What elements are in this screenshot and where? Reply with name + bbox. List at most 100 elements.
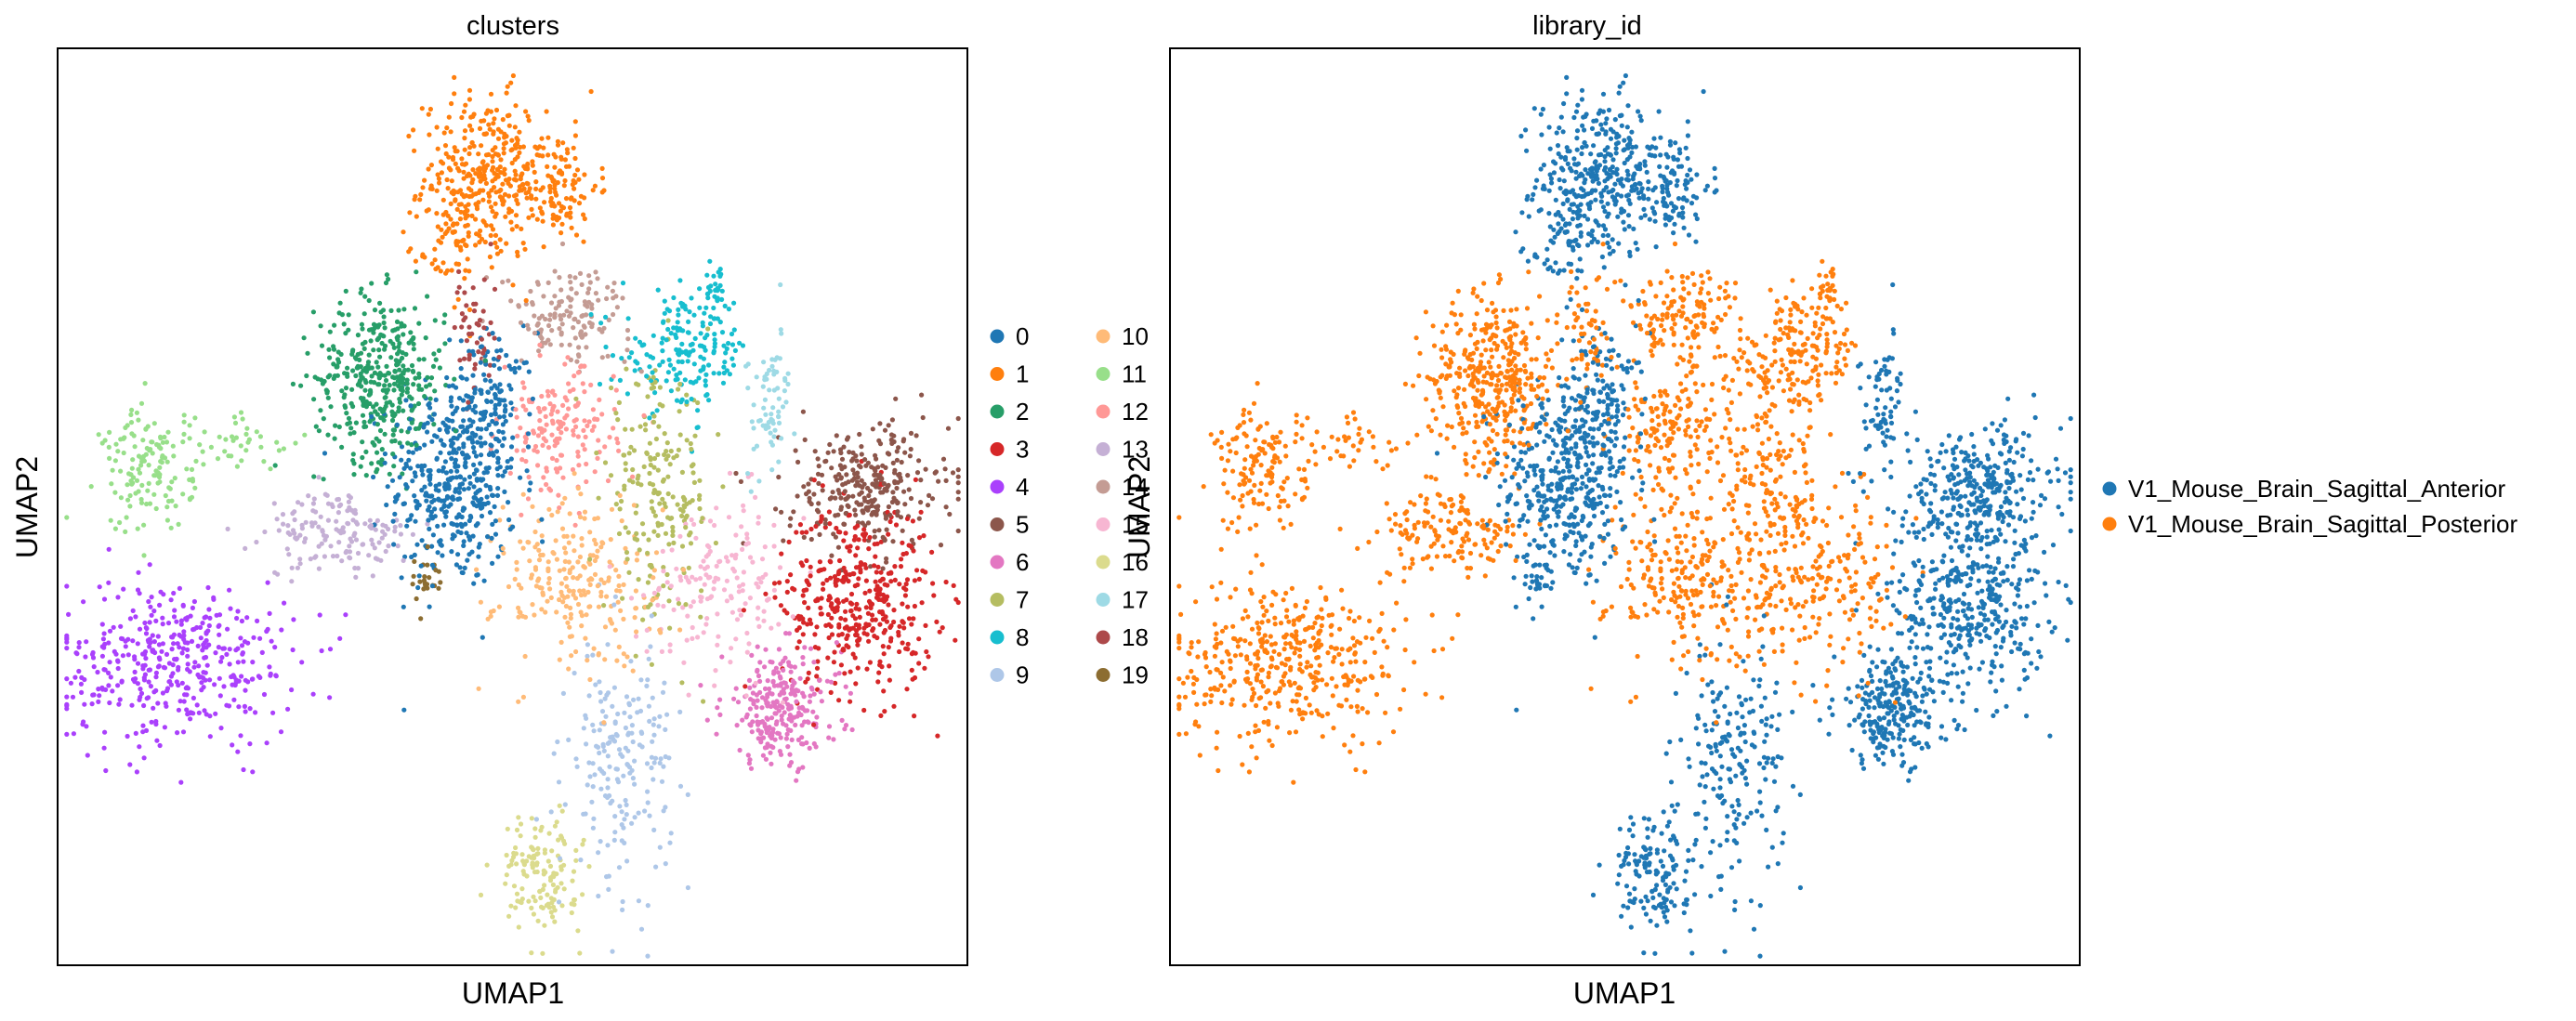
cluster-point xyxy=(815,659,821,664)
cluster-point xyxy=(770,405,776,411)
cluster-point xyxy=(369,461,375,466)
cluster-point xyxy=(337,635,343,641)
cluster-point xyxy=(602,696,608,701)
cluster-point xyxy=(707,518,714,524)
cluster-point xyxy=(805,708,810,713)
cluster-point xyxy=(456,284,462,290)
cluster-point xyxy=(443,514,449,519)
cluster-point xyxy=(811,691,817,697)
cluster-point xyxy=(624,762,631,768)
cluster-point xyxy=(484,469,491,475)
cluster-point xyxy=(557,215,562,221)
library-point xyxy=(1574,276,1580,281)
cluster-point xyxy=(490,167,495,173)
cluster-point xyxy=(778,281,783,288)
cluster-point xyxy=(826,509,833,515)
panel2-title: library_id xyxy=(1532,11,1642,41)
cluster-point xyxy=(68,680,73,686)
cluster-point xyxy=(529,572,535,578)
cluster-point xyxy=(621,825,626,831)
cluster-point xyxy=(316,428,322,434)
cluster-point xyxy=(433,483,439,489)
cluster-point xyxy=(562,558,568,565)
cluster-point xyxy=(180,491,186,497)
cluster-point xyxy=(833,578,838,583)
cluster-point xyxy=(438,268,443,274)
cluster-point xyxy=(355,566,361,571)
cluster-point xyxy=(496,397,502,402)
library-point xyxy=(1689,588,1695,594)
cluster-point xyxy=(392,369,398,374)
cluster-point xyxy=(596,297,601,303)
cluster-point xyxy=(929,496,936,502)
cluster-point xyxy=(943,478,949,484)
cluster-point xyxy=(778,735,783,740)
cluster-point xyxy=(187,496,193,502)
cluster-point xyxy=(404,389,410,395)
legend-label: 8 xyxy=(1016,623,1029,651)
cluster-point xyxy=(276,448,282,453)
cluster-point xyxy=(176,707,181,713)
cluster-point xyxy=(618,608,624,614)
cluster-point xyxy=(852,583,858,589)
cluster-point xyxy=(909,651,915,657)
cluster-point xyxy=(665,453,671,459)
cluster-point xyxy=(584,715,589,721)
cluster-point xyxy=(628,659,634,664)
cluster-point xyxy=(572,172,578,178)
cluster-point xyxy=(688,541,694,546)
cluster-point xyxy=(501,141,507,147)
cluster-point xyxy=(826,635,832,641)
cluster-point xyxy=(538,904,545,910)
cluster-point xyxy=(630,739,636,745)
cluster-point xyxy=(235,749,241,754)
cluster-point xyxy=(258,444,264,450)
cluster-point xyxy=(525,539,531,545)
cluster-point xyxy=(427,472,433,478)
cluster-point xyxy=(808,573,813,579)
cluster-point xyxy=(757,660,763,665)
cluster-point xyxy=(540,950,545,956)
cluster-point xyxy=(627,714,633,720)
cluster-point xyxy=(769,660,775,665)
cluster-point xyxy=(624,654,630,660)
cluster-point xyxy=(756,576,762,582)
cluster-point xyxy=(572,316,578,321)
cluster-point xyxy=(605,777,611,782)
cluster-point xyxy=(216,645,221,650)
cluster-point xyxy=(776,459,782,465)
cluster-point xyxy=(755,698,760,703)
cluster-point xyxy=(678,300,684,306)
library-point xyxy=(1690,592,1697,598)
cluster-point xyxy=(716,286,721,292)
cluster-point xyxy=(492,383,498,388)
cluster-point xyxy=(491,356,497,361)
cluster-point xyxy=(782,710,787,715)
cluster-point xyxy=(133,730,138,737)
cluster-point xyxy=(513,359,519,364)
cluster-point xyxy=(276,528,282,533)
cluster-point xyxy=(461,418,467,424)
library-point xyxy=(1988,465,1993,470)
cluster-point xyxy=(834,433,839,439)
cluster-point xyxy=(778,675,783,681)
cluster-point xyxy=(573,857,579,863)
cluster-point xyxy=(768,430,773,436)
cluster-point xyxy=(376,439,382,444)
cluster-point xyxy=(712,316,717,321)
legend-label: 19 xyxy=(1122,661,1149,689)
cluster-point xyxy=(836,698,842,703)
cluster-point xyxy=(151,491,157,497)
cluster-point xyxy=(515,249,520,255)
cluster-point xyxy=(571,533,576,539)
cluster-point xyxy=(541,244,546,250)
cluster-point xyxy=(491,608,496,614)
cluster-point xyxy=(761,405,767,411)
cluster-point xyxy=(624,391,631,397)
cluster-point xyxy=(388,355,394,360)
cluster-point xyxy=(891,608,897,613)
cluster-point xyxy=(953,596,959,602)
cluster-point xyxy=(776,420,782,425)
legend-marker xyxy=(990,479,1005,494)
cluster-point xyxy=(584,478,589,485)
